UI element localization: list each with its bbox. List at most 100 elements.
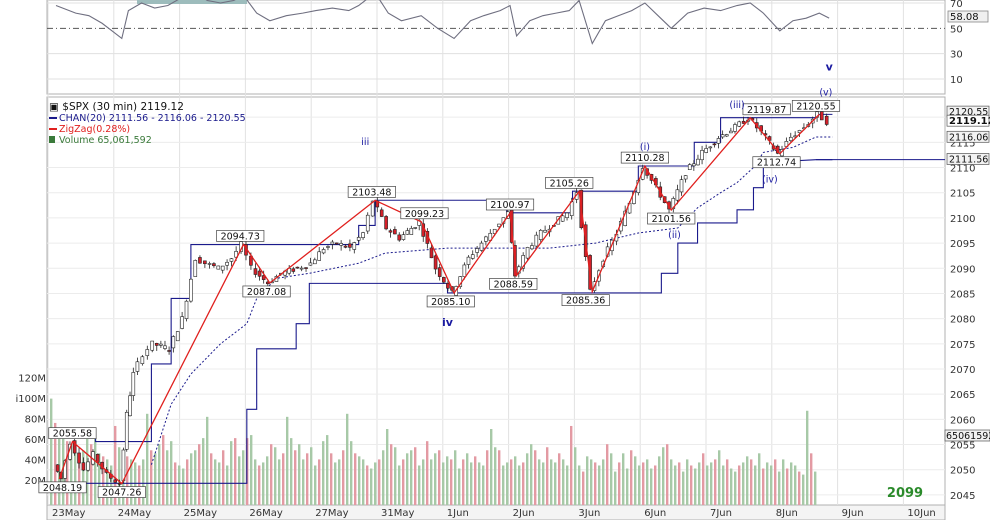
wave-label: v xyxy=(826,60,834,73)
wave-label: (iii) xyxy=(729,100,744,111)
candle-body xyxy=(198,257,202,264)
annotation-label: 2094.73 xyxy=(221,231,260,242)
volume-bar xyxy=(158,444,161,505)
volume-bar xyxy=(154,453,157,505)
volume-bar xyxy=(206,416,209,505)
candle-body xyxy=(321,249,326,254)
volume-bar xyxy=(150,450,153,505)
candle-body xyxy=(330,241,335,245)
volume-bar xyxy=(70,444,73,505)
volume-bar xyxy=(354,453,357,505)
volume-bar xyxy=(66,441,69,505)
candle-body xyxy=(497,223,501,227)
candle-body xyxy=(171,336,176,349)
volume-tick-label: 80M xyxy=(25,415,46,426)
candle-body xyxy=(720,134,725,138)
volume-bar xyxy=(286,416,289,505)
volume-bar xyxy=(186,459,189,505)
annotation-label: 2105.26 xyxy=(550,178,589,189)
volume-bar xyxy=(762,468,765,505)
candle-body xyxy=(95,454,100,463)
candle-body xyxy=(401,234,406,240)
wave-label: (i) xyxy=(640,142,650,153)
volume-bar xyxy=(542,462,545,505)
volume-bar xyxy=(362,459,365,505)
price-tick-label: 2075 xyxy=(950,340,975,351)
volume-bar xyxy=(606,444,609,505)
candle-body xyxy=(175,331,180,342)
volume-bar xyxy=(110,465,113,505)
volume-bar xyxy=(430,459,433,505)
candle-body xyxy=(696,158,700,166)
volume-bar xyxy=(374,462,377,505)
candle-body xyxy=(207,263,212,265)
volume-bar xyxy=(630,450,633,505)
candle-body xyxy=(397,234,402,241)
rsi-line xyxy=(55,0,830,45)
volume-bar xyxy=(282,453,285,505)
volume-bar xyxy=(458,468,461,505)
candle-body xyxy=(203,260,207,265)
candle-body xyxy=(393,229,397,235)
volume-bar xyxy=(554,462,557,505)
volume-bar xyxy=(502,465,505,505)
volume-bar xyxy=(602,459,605,505)
right-chan-mid-label: 2116.06 xyxy=(949,132,988,143)
volume-bar xyxy=(278,459,281,505)
legend-swatch xyxy=(49,136,55,143)
price-tick-label: 2055 xyxy=(950,441,975,452)
candle-body xyxy=(113,479,118,483)
volume-bar xyxy=(798,471,801,505)
volume-bar xyxy=(86,438,89,505)
volume-bar xyxy=(666,444,669,505)
candle-body xyxy=(121,449,126,482)
candle-body xyxy=(212,263,216,267)
candle-body xyxy=(462,264,467,277)
volume-bar xyxy=(482,465,485,505)
rsi-last-label: 58.08 xyxy=(950,12,979,23)
x-tick-label: 9Jun xyxy=(842,508,864,519)
volume-tick-label: 60M xyxy=(25,435,46,446)
volume-tick-label: 20M xyxy=(25,476,46,487)
annotation-label: 2099.23 xyxy=(405,209,444,220)
volume-bar xyxy=(450,459,453,505)
candle-body xyxy=(361,232,365,238)
chart-symbol-label: ▣ $SPX (30 min) 2119.12 xyxy=(49,101,184,113)
volume-bar xyxy=(678,462,681,505)
candle-body xyxy=(534,234,539,247)
candle-body xyxy=(405,230,410,235)
candle-body xyxy=(81,462,86,471)
volume-bar xyxy=(274,447,277,505)
volume-bar xyxy=(238,456,241,505)
volume-bar xyxy=(54,422,57,505)
volume-bar xyxy=(234,438,237,505)
volume-bar xyxy=(462,459,465,505)
candle-body xyxy=(225,261,229,266)
volume-bar xyxy=(590,459,593,505)
volume-bar xyxy=(586,456,589,505)
volume-bar xyxy=(146,413,149,505)
x-tick-label: 10Jun xyxy=(907,508,935,519)
volume-bar xyxy=(682,471,685,505)
volume-bar xyxy=(814,471,817,505)
volume-tick-label: 40M xyxy=(25,456,46,467)
volume-bar xyxy=(670,459,673,505)
volume-bar xyxy=(342,450,345,505)
volume-bar xyxy=(366,465,369,505)
volume-bar xyxy=(474,456,477,505)
volume-bar xyxy=(90,444,93,505)
volume-bar xyxy=(518,465,521,505)
volume-bar xyxy=(346,413,349,505)
candle-body xyxy=(479,242,484,251)
annotation-label: 2103.48 xyxy=(352,187,391,198)
annotation-box xyxy=(485,198,535,211)
volume-bar xyxy=(290,438,293,505)
candle-body xyxy=(384,216,388,230)
candle-body xyxy=(525,247,530,259)
rsi-panel xyxy=(46,0,946,95)
volume-bar xyxy=(530,444,533,505)
volume-bar xyxy=(722,465,725,505)
volume-bar xyxy=(242,450,245,505)
price-tick-label: 2105 xyxy=(950,189,975,200)
